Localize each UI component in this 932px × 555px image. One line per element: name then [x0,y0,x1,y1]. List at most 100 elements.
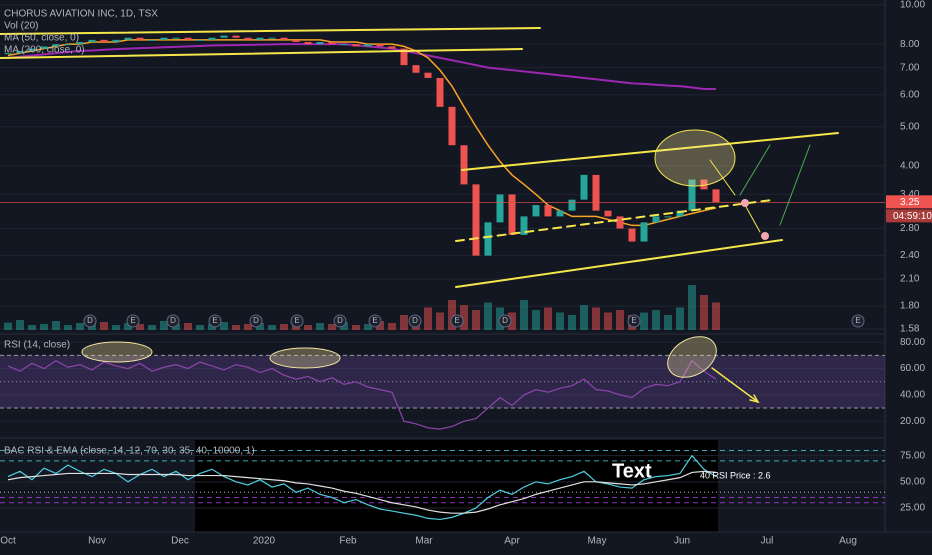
rsi-band [0,355,885,409]
ma200-line [7,43,716,90]
candle [4,53,12,55]
y-tick-label: 2.40 [900,250,920,261]
volume-bar [184,323,192,330]
marks [0,4,885,521]
x-tick-label: Apr [504,536,520,547]
candle [496,194,504,223]
candle [388,46,396,49]
volume-bar [148,325,156,330]
candle [376,44,384,47]
event-marker [208,314,222,328]
candle [580,174,588,200]
event-marker [249,314,263,328]
candle [424,72,432,78]
volume-bar [196,325,204,330]
y-tick-label: 75.00 [900,450,925,461]
volume-bar [328,324,336,330]
volume-bar [448,300,456,330]
y-tick-label: 4.00 [900,161,920,172]
y-tick-label: 8.00 [900,39,920,50]
countdown-tag [886,209,932,223]
event-marker [851,314,865,328]
x-tick-label: Jul [761,536,774,547]
candle [688,179,696,211]
volume-bar [364,324,372,330]
volume-bar [64,325,72,330]
event-label: D [253,316,259,325]
candle [88,39,96,43]
event-label: D [502,316,508,325]
y-tick-label: 6.00 [900,89,920,100]
candle [472,184,480,256]
price-tag-label: 3.25 [900,197,920,208]
volume-bar [256,323,264,330]
marker [761,232,769,240]
candle [340,44,348,46]
rsi-line [7,359,717,430]
volume-bar [604,312,612,330]
candle [280,37,288,40]
event-marker [368,314,382,328]
candle [652,216,660,223]
volume-bar [76,323,84,330]
highlight-ellipse [667,336,717,378]
volume-bar [592,307,600,330]
arrow [739,144,771,196]
y-tick-label: 25.00 [900,503,925,514]
volume-bar [16,320,24,330]
candle [712,189,720,203]
volume-bar [712,302,720,330]
volume-bar [520,300,528,330]
volume-bar [40,324,48,330]
trend-line [455,199,773,242]
event-marker [290,314,304,328]
volume-bar [436,312,444,330]
candle [664,216,672,218]
x-tick-label: Oct [0,536,16,547]
volume-bar [376,321,384,330]
candle [400,48,408,66]
volume-bar [616,310,624,330]
y-tick-label: 60.00 [900,363,925,374]
event-label: E [855,316,860,325]
candle [160,37,168,40]
y-tick-label: 5.00 [900,121,920,132]
event-label: E [631,316,636,325]
x-tick-label: Feb [339,536,357,547]
pane-title: RSI (14, close) [4,340,70,351]
x-tick-label: 2020 [253,536,276,547]
candle [448,106,456,146]
event-marker [498,314,512,328]
candle [256,37,264,40]
event-label: D [337,316,343,325]
volume-bar [664,315,672,330]
volume-bar [160,321,168,330]
volume-bar [400,315,408,330]
event-label: D [412,316,418,325]
arrow-head [749,394,760,404]
volume-bar [4,322,12,330]
candle [64,44,72,46]
candle [124,37,132,40]
event-label: E [454,316,459,325]
y-tick-label: 7.00 [900,62,920,73]
candle [616,216,624,229]
candle [76,42,84,45]
event-label: E [130,316,135,325]
candle [40,46,48,49]
y-tick-label: 2.80 [900,223,920,234]
x-tick-label: Dec [171,536,189,547]
volume-bar [316,323,324,330]
highlight-ellipse [654,129,736,187]
candle [544,205,552,217]
volume-bar [52,321,60,330]
event-marker [83,314,97,328]
highlight-ellipse [81,341,153,363]
volume-bar [112,325,120,330]
event-label: E [372,316,377,325]
candle [436,77,444,107]
volume-bar [208,324,216,330]
volume-bar [544,307,552,330]
y-tick-label: 1.80 [900,301,920,312]
candle [172,37,180,39]
